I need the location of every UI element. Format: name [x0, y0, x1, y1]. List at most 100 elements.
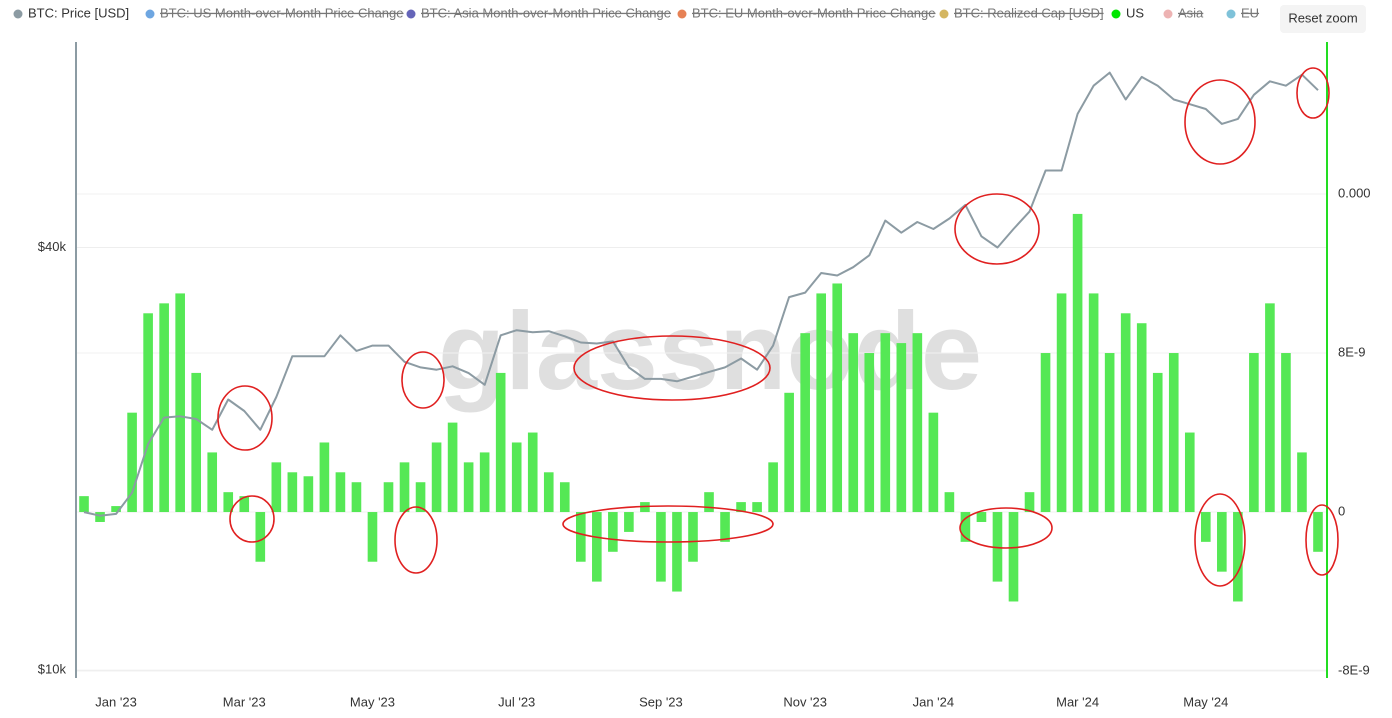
bar — [832, 283, 843, 513]
bar — [656, 512, 666, 582]
annotation-circle — [401, 351, 445, 409]
legend-label[interactable]: EU — [1241, 5, 1259, 20]
bar — [1152, 372, 1163, 513]
legend-marker — [677, 9, 687, 19]
annotation-circle — [229, 495, 275, 543]
bar — [175, 293, 185, 513]
legend-marker — [1163, 9, 1173, 19]
y2-tick-label: 8E-9 — [1338, 344, 1365, 359]
legend-label[interactable]: BTC: EU Month-over-Month Price Change — [692, 5, 935, 20]
bar — [608, 512, 618, 552]
bar — [928, 412, 939, 513]
bar — [976, 512, 987, 522]
bar — [1297, 452, 1307, 513]
bar — [415, 482, 426, 513]
x-tick-label: Mar '24 — [1056, 694, 1099, 709]
x-tick-label: Sep '23 — [639, 694, 683, 709]
watermark: glassnode — [438, 290, 982, 413]
bar — [576, 512, 586, 562]
y2-tick-label: 0.000 — [1338, 185, 1371, 200]
bar — [624, 512, 634, 532]
legend-marker — [406, 9, 416, 19]
bar — [1217, 512, 1227, 572]
y-tick-label: $40k — [38, 239, 67, 254]
bar — [1265, 303, 1275, 513]
bar — [367, 512, 378, 562]
bar — [143, 313, 153, 513]
bar — [912, 333, 923, 513]
bar — [800, 333, 810, 513]
bar — [1072, 213, 1083, 513]
bar — [816, 293, 826, 513]
legend-label[interactable]: BTC: Price [USD] — [28, 5, 129, 20]
annotation-circle — [959, 507, 1053, 549]
bar — [1104, 353, 1115, 513]
annotation-circle — [562, 505, 774, 543]
bar — [1008, 512, 1019, 602]
bar — [1136, 323, 1147, 513]
bar — [1233, 512, 1243, 602]
bar — [1201, 512, 1211, 542]
reset-zoom-label[interactable]: Reset zoom — [1288, 10, 1357, 25]
legend-marker — [1226, 9, 1236, 19]
bar — [191, 372, 201, 513]
bar — [1024, 492, 1035, 513]
legend-label[interactable]: Asia — [1178, 5, 1204, 20]
bar — [559, 482, 570, 513]
annotations — [217, 67, 1339, 587]
bar — [255, 512, 266, 562]
bar — [592, 512, 602, 582]
bar — [383, 482, 394, 513]
bar — [223, 492, 234, 513]
bar — [960, 512, 971, 542]
bar — [495, 372, 506, 513]
bar — [1313, 512, 1323, 552]
bar — [1281, 353, 1291, 513]
bar — [672, 512, 682, 592]
bar — [303, 476, 314, 513]
bar — [1184, 432, 1195, 513]
annotation-circle — [394, 506, 438, 574]
bar — [704, 492, 714, 513]
y2-tick-label: -8E-9 — [1338, 662, 1370, 677]
bar — [239, 496, 250, 513]
bar — [351, 482, 362, 513]
bar — [720, 512, 730, 542]
x-tick-label: May '23 — [350, 694, 395, 709]
bar — [159, 303, 169, 513]
bar — [319, 442, 330, 513]
bar — [752, 502, 762, 513]
bar — [447, 422, 458, 513]
bar — [848, 333, 859, 513]
bar — [1040, 353, 1051, 513]
bar — [431, 442, 442, 513]
bar — [287, 472, 298, 513]
x-tick-label: Mar '23 — [223, 694, 266, 709]
bar — [1088, 293, 1099, 513]
bar — [1056, 293, 1067, 513]
bar — [896, 343, 907, 513]
bar — [463, 462, 474, 513]
annotation-circle — [954, 193, 1040, 265]
bar — [111, 506, 121, 513]
bar — [479, 452, 490, 513]
annotation-circle — [1194, 493, 1246, 587]
legend-label[interactable]: BTC: Realized Cap [USD] — [954, 5, 1104, 20]
bar — [880, 333, 891, 513]
bar — [543, 472, 554, 513]
x-tick-label: Jul '23 — [498, 694, 535, 709]
annotation-circle — [1305, 504, 1339, 576]
legend-label[interactable]: US — [1126, 5, 1144, 20]
bar — [95, 512, 105, 522]
legend-label[interactable]: BTC: Asia Month-over-Month Price Change — [421, 5, 671, 20]
legend-marker — [1111, 9, 1121, 19]
bar — [944, 492, 955, 513]
reset-zoom-button[interactable] — [1280, 5, 1366, 33]
legend-label[interactable]: BTC: US Month-over-Month Price Change — [160, 5, 403, 20]
legend-marker — [939, 9, 949, 19]
bar — [864, 353, 875, 513]
annotation-circle — [1296, 67, 1330, 119]
bar — [784, 392, 794, 513]
y-tick-label: $10k — [38, 662, 67, 677]
